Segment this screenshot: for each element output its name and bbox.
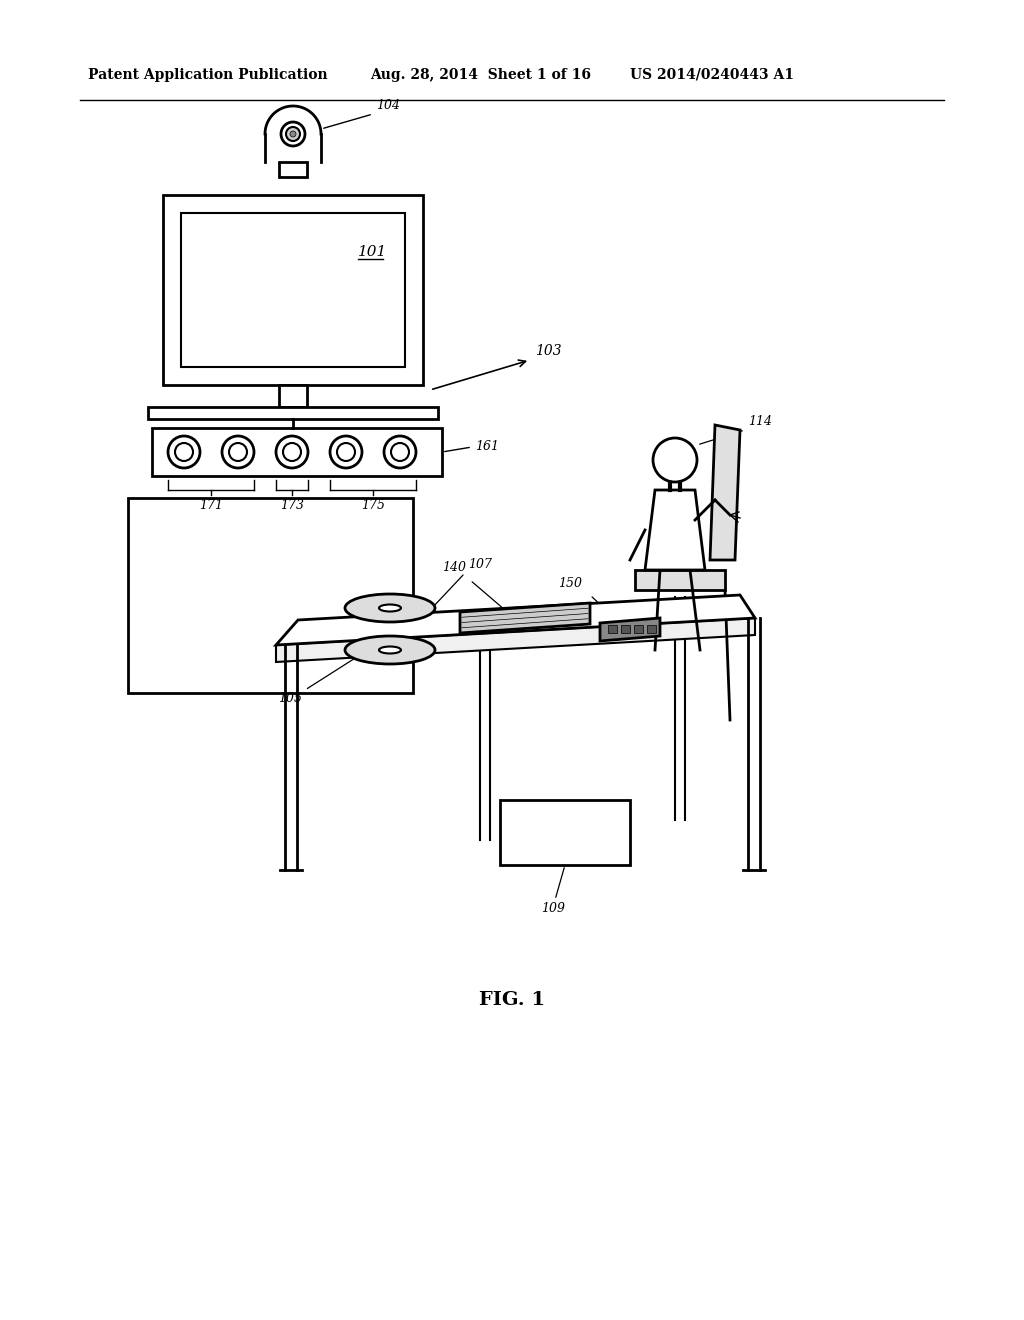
Bar [128,498,413,693]
Text: US 2014/0240443 A1: US 2014/0240443 A1 [630,69,794,82]
Ellipse shape [345,636,435,664]
Ellipse shape [379,647,401,653]
Text: 101: 101 [358,246,387,259]
Text: 140: 140 [442,561,466,574]
Text: Patent Application Publication: Patent Application Publication [88,69,328,82]
Polygon shape [600,618,660,642]
Text: 173: 173 [280,499,304,512]
Bar [279,385,307,407]
Circle shape [290,131,296,137]
Circle shape [229,444,247,461]
Text: 107: 107 [468,558,492,572]
Text: 103: 103 [535,345,561,358]
Circle shape [391,444,409,461]
Circle shape [276,436,308,469]
Circle shape [175,444,193,461]
Bar [279,162,307,177]
Polygon shape [276,595,755,645]
Ellipse shape [379,605,401,611]
Text: 105: 105 [278,692,302,705]
Text: 109: 109 [541,902,565,915]
Circle shape [286,127,300,141]
Text: 175: 175 [361,499,385,512]
Polygon shape [635,570,725,590]
Text: 171: 171 [199,499,223,512]
Bar [148,407,438,418]
Bar [608,624,617,634]
Circle shape [653,438,697,482]
Text: Aug. 28, 2014  Sheet 1 of 16: Aug. 28, 2014 Sheet 1 of 16 [370,69,591,82]
Circle shape [337,444,355,461]
Polygon shape [460,603,590,634]
Circle shape [168,436,200,469]
Bar [647,624,656,634]
Polygon shape [710,425,740,560]
Text: FIG. 1: FIG. 1 [479,991,545,1008]
Bar [634,624,643,634]
Bar [163,195,423,385]
Circle shape [281,121,305,147]
Polygon shape [276,618,755,663]
Text: 161: 161 [475,441,499,454]
Bar [181,213,406,367]
Circle shape [222,436,254,469]
Polygon shape [645,490,705,570]
Ellipse shape [345,594,435,622]
Circle shape [384,436,416,469]
Bar [152,428,442,477]
Bar [500,800,630,865]
Text: 150: 150 [558,577,582,590]
Bar [621,624,630,634]
Circle shape [283,444,301,461]
Circle shape [330,436,362,469]
Text: 104: 104 [376,99,400,112]
Text: 114: 114 [748,414,772,428]
